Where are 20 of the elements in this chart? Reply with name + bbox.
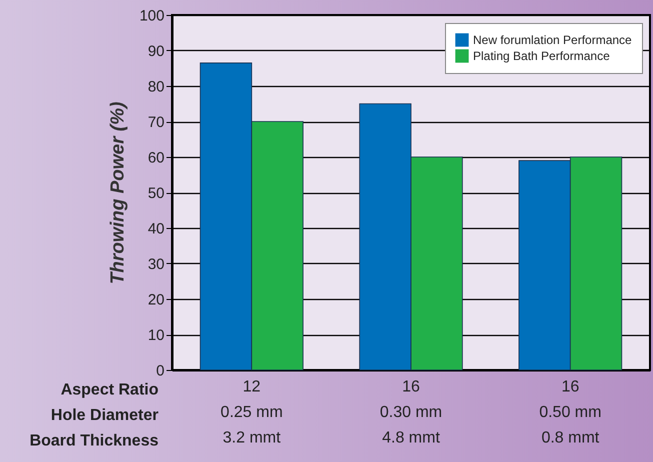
y-tick-label: 0 [156,362,164,380]
y-tick-label: 20 [148,292,164,308]
text: Hole Diameter [50,407,158,424]
x-tick-label: 12 0.25 mm 3.2 mmt [220,378,283,446]
text: Aspect Ratio [60,382,159,398]
y-axis-title: Throwing Power (%) [107,102,128,284]
legend-label: New forumlation Performance [473,33,632,47]
y-tick-label: 80 [148,78,164,96]
legend-label: Plating Bath Performance [473,49,610,63]
y-tick-label: 100 [139,8,164,24]
y-tick-label: 50 [148,185,164,202]
x-tick-label: 16 0.30 mm 4.8 mmt [380,378,442,446]
y-tick-label: 40 [148,220,164,238]
y-tick-label: 90 [148,43,164,60]
y-tick-label: 10 [148,327,164,344]
y-tick-label: 70 [148,114,164,131]
text: Board Thickness [30,432,159,450]
y-tick-label: 60 [148,150,164,166]
y-tick-label: 30 [148,256,164,273]
x-tick-label: 16 0.50 mm 0.8 mmt [539,378,602,446]
